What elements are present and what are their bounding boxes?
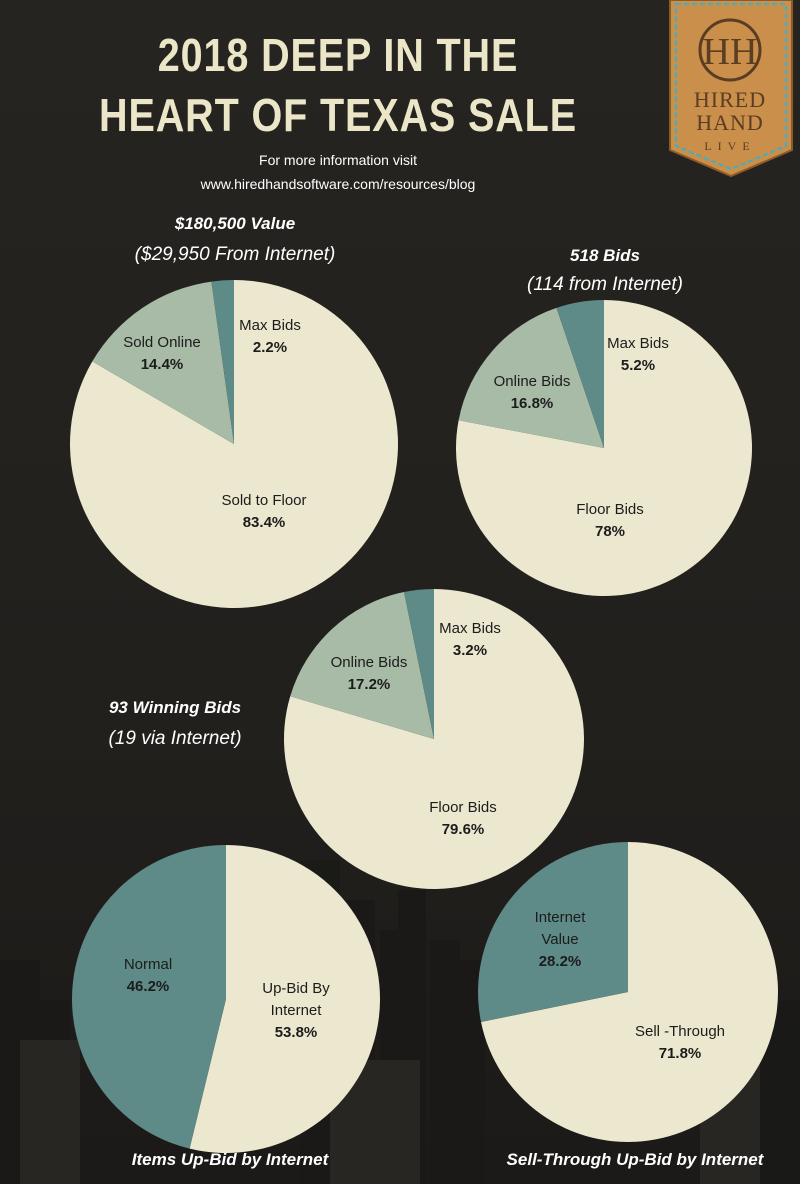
slice-value-label: 46.2% <box>127 978 170 995</box>
slice-value-label: 53.8% <box>275 1024 318 1041</box>
pie-slice <box>556 300 604 448</box>
slice-label: Max Bids <box>439 620 501 637</box>
value-chart-title: $180,500 Value <box>174 214 296 233</box>
slice-value-label: 16.8% <box>511 395 554 412</box>
winning-chart-title: 93 Winning Bids <box>108 698 242 717</box>
slice-label: Online Bids <box>494 373 571 390</box>
pie-chart-3: Floor Bids 79.6% Online Bids 17.2% Max Bids 3… <box>284 589 584 890</box>
pie-slice <box>481 842 778 1142</box>
pie-slice <box>290 592 434 739</box>
slice-value-label: 14.4% <box>141 356 184 373</box>
slice-label: Max Bids <box>239 317 301 334</box>
pie-slice <box>189 845 380 1153</box>
pie-chart-5: Sell -Through 71.8% Internet Value 28.2% <box>477 842 778 1142</box>
info-text: For more information visit <box>259 152 417 168</box>
upbid-chart-title: Items Up-Bid by Internet <box>131 1150 329 1169</box>
pie-slice <box>458 307 604 448</box>
logo-word-hand: HAND <box>696 110 764 135</box>
sellthrough-chart-title: Sell-Through Up-Bid by Internet <box>506 1150 764 1169</box>
slice-value-label: 83.4% <box>243 514 286 531</box>
slice-label: Value <box>541 931 578 948</box>
slice-value-label: 2.2% <box>253 339 287 356</box>
slice-label: Sold Online <box>123 334 201 351</box>
pie-slice <box>404 589 434 739</box>
slice-label: Floor Bids <box>576 501 644 518</box>
info-url-link[interactable]: www.hiredhandsoftware.com/resources/blog <box>200 176 476 192</box>
bids-chart-subtitle: (114 from Internet) <box>527 274 683 295</box>
winning-chart-subtitle: (19 via Internet) <box>108 728 242 749</box>
slice-value-label: 3.2% <box>453 642 487 659</box>
slice-label: Internet <box>271 1002 323 1019</box>
pie-slice <box>211 280 234 444</box>
pie-chart-2: Floor Bids 78% Online Bids 16.8% Max Bids 5.2… <box>456 300 753 596</box>
slice-value-label: 79.6% <box>442 821 485 838</box>
slice-label: Floor Bids <box>429 799 497 816</box>
value-chart-subtitle: ($29,950 From Internet) <box>134 244 336 265</box>
pie-chart-4: Up-Bid By Internet 53.8% Normal 46.2% <box>71 845 380 1153</box>
page-title-line-2: HEART OF TEXAS SALE <box>99 89 577 141</box>
slice-label: Online Bids <box>331 654 408 671</box>
slice-label: Up-Bid By <box>262 980 330 997</box>
slice-value-label: 78% <box>595 523 625 540</box>
pie-slice <box>92 281 234 444</box>
slice-value-label: 17.2% <box>348 676 391 693</box>
pie-chart-1: Sold to Floor 83.4% Sold Online 14.4% Max Bi… <box>70 280 399 608</box>
bids-chart-title: 518 Bids <box>570 246 640 265</box>
hired-hand-live-logo: HH HIRED HAND LIVE <box>669 0 793 178</box>
pie-slice <box>477 842 628 1022</box>
pie-slice <box>456 300 753 596</box>
slice-label: Sold to Floor <box>221 492 306 509</box>
logo-word-live: LIVE <box>704 139 755 153</box>
slice-label: Max Bids <box>607 335 669 352</box>
slice-label: Normal <box>124 956 172 973</box>
slice-value-label: 5.2% <box>621 357 655 374</box>
pie-slice <box>70 280 399 608</box>
slice-value-label: 71.8% <box>659 1045 702 1062</box>
logo-word-hired: HIRED <box>694 87 766 112</box>
logo-monogram: HH <box>703 31 758 73</box>
slice-label: Internet <box>535 909 587 926</box>
slice-label: Sell -Through <box>635 1023 725 1040</box>
page-title-line-1: 2018 DEEP IN THE <box>157 29 519 81</box>
slice-value-label: 28.2% <box>539 953 582 970</box>
pie-slice <box>71 845 227 1149</box>
